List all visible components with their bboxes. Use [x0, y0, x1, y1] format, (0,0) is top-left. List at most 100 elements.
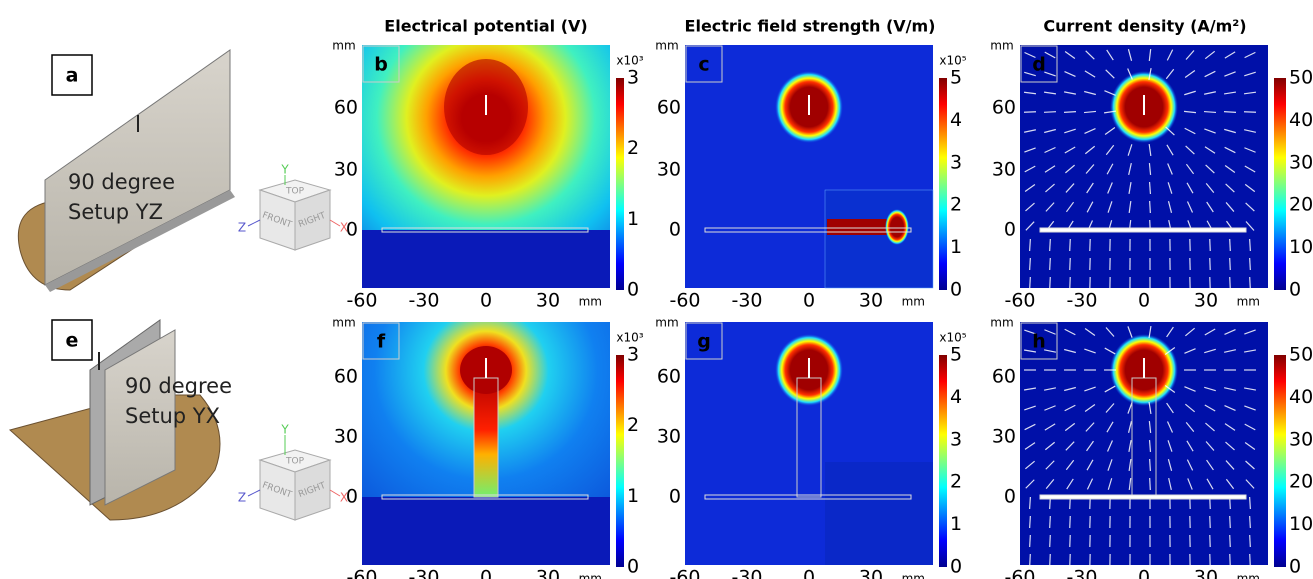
current-arrow [1044, 349, 1056, 353]
panel-label: b [374, 54, 388, 76]
y-tick-label: 60 [334, 97, 358, 119]
current-arrow [1224, 51, 1236, 59]
current-arrow [1149, 458, 1151, 472]
current-arrow [1167, 182, 1173, 194]
current-arrow [1148, 67, 1152, 81]
colorbar-tick-label: 40 [1289, 109, 1313, 131]
current-arrow [1064, 386, 1076, 392]
current-arrow [1183, 110, 1197, 114]
current-arrow [1186, 182, 1194, 194]
colorbar-tick-label: 1 [950, 236, 962, 258]
current-arrow [1024, 442, 1036, 450]
current-arrow [1249, 276, 1251, 290]
x-tick-label: -30 [408, 290, 439, 312]
current-arrow [1245, 460, 1255, 470]
current-arrow [1104, 385, 1116, 393]
panel-label: e [66, 330, 79, 352]
current-arrow [1065, 459, 1075, 471]
current-arrow [1104, 127, 1116, 135]
cube-face: TOP [285, 457, 305, 467]
current-arrow [1229, 515, 1231, 529]
column-title: Current density (A/m²) [1043, 17, 1246, 36]
current-arrow [1184, 327, 1196, 337]
field-below [362, 497, 610, 565]
current-arrow [1107, 201, 1113, 213]
current-arrow [1166, 402, 1174, 414]
current-arrow [1063, 91, 1077, 95]
colorbar-tick-label: 10 [1289, 236, 1313, 258]
panel-label: a [66, 65, 79, 87]
colorbar-tick-label: 4 [950, 109, 962, 131]
current-arrow [1223, 91, 1237, 95]
current-arrow [1243, 91, 1257, 95]
y-tick-label: 30 [992, 159, 1016, 181]
current-arrow [1225, 441, 1235, 451]
current-arrow [1127, 326, 1133, 338]
column-title: Electric field strength (V/m) [685, 17, 936, 36]
current-arrow [1224, 405, 1236, 411]
colorbar-tick-label: 50 [1289, 344, 1313, 366]
current-arrow [1185, 145, 1195, 155]
current-arrow [1229, 276, 1231, 290]
colorbar [1274, 78, 1286, 290]
panel-label-box [51, 319, 93, 361]
y-tick-label: 0 [1004, 486, 1016, 508]
current-arrow [1225, 202, 1235, 212]
current-arrow [1023, 387, 1037, 391]
current-arrow [1184, 127, 1196, 135]
y-tick-label: 0 [669, 486, 681, 508]
current-arrow [1205, 422, 1215, 432]
current-arrow [1164, 346, 1176, 356]
panel-label: h [1032, 331, 1046, 353]
y-tick-label: 0 [346, 219, 358, 241]
current-arrow [1106, 163, 1114, 175]
cube-axis: X [340, 221, 348, 235]
current-arrow [1184, 386, 1196, 392]
colorbar-tick-label: 20 [1289, 194, 1313, 216]
current-arrow [1127, 421, 1133, 433]
plate [381, 494, 589, 500]
current-arrow [1086, 201, 1094, 213]
colorbar-tick-label: 3 [627, 344, 639, 366]
cube-axis: Z [238, 491, 246, 505]
current-arrow [1229, 238, 1231, 252]
panel-label-box [362, 322, 400, 360]
current-arrow [1044, 146, 1056, 154]
current-arrow [1244, 165, 1256, 173]
current-arrow [1065, 201, 1075, 213]
cube-face: TOP [285, 187, 305, 197]
colorbar-tick-label: 3 [627, 67, 639, 89]
current-arrow [1023, 91, 1037, 95]
x-tick-label: -30 [731, 567, 762, 579]
heatmap [1020, 322, 1268, 567]
cube-axis: Y [280, 423, 289, 437]
current-arrow [1127, 49, 1133, 61]
current-arrow [1128, 163, 1132, 175]
heatmap [685, 322, 933, 565]
colorbar-tick-label: 2 [950, 471, 962, 493]
current-arrow [1166, 421, 1174, 433]
current-arrow [1024, 329, 1036, 335]
x-tick-label: -30 [731, 290, 762, 312]
current-arrow [1025, 202, 1035, 212]
current-arrow [1064, 422, 1076, 432]
current-arrow [1185, 163, 1195, 175]
x-tick-label: 30 [859, 567, 883, 579]
current-arrow [1065, 441, 1075, 451]
colorbar-tick-label: 0 [1289, 279, 1301, 301]
colorbar [939, 355, 947, 567]
current-arrow [1107, 478, 1113, 490]
panel-label-box [1020, 45, 1058, 83]
current-arrow [1244, 147, 1256, 153]
inset-hot [885, 209, 909, 245]
current-arrow [1244, 329, 1256, 335]
current-arrow [1084, 90, 1096, 96]
column [474, 375, 498, 497]
colorbar [939, 78, 947, 290]
y-tick-label: 30 [334, 159, 358, 181]
current-arrow [1225, 460, 1235, 470]
current-arrow [1128, 439, 1132, 453]
plate [1039, 227, 1247, 233]
current-arrow [1066, 478, 1074, 490]
current-arrow [1165, 68, 1175, 80]
